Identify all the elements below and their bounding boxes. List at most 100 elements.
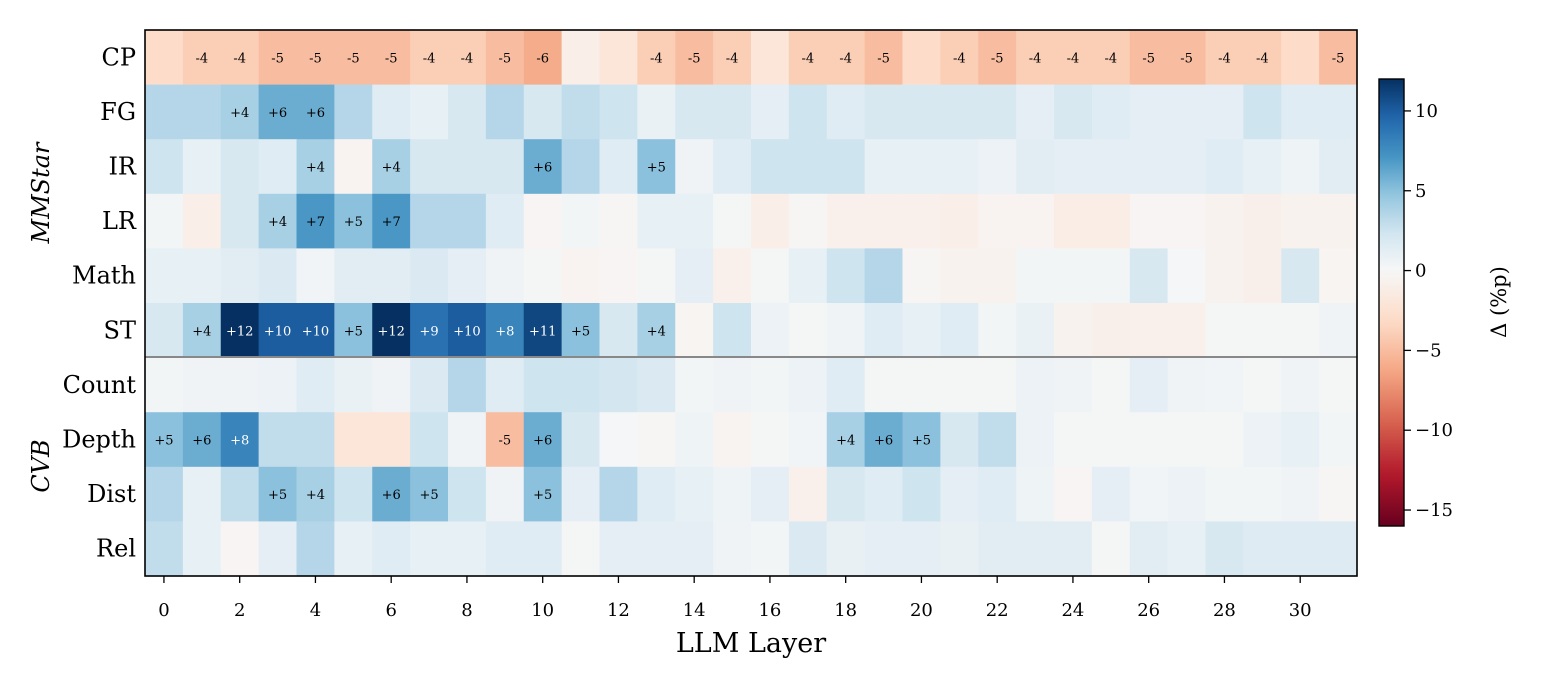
heatmap-cell <box>448 84 487 140</box>
heatmap-cell <box>1243 84 1282 140</box>
heatmap-cell <box>182 139 222 195</box>
heatmap-cell <box>1054 357 1093 413</box>
heatmap-cell <box>940 303 979 359</box>
heatmap-cell <box>523 30 563 86</box>
heatmap-cell <box>1091 357 1131 413</box>
heatmap-cell <box>637 412 676 468</box>
heatmap-cell <box>1205 84 1244 140</box>
heatmap-cell <box>637 193 676 249</box>
row-label: Math <box>72 262 136 290</box>
row-labels: CP FG IR LR Math ST Count Depth Dist Rel <box>62 43 137 562</box>
heatmap-cell <box>485 139 525 195</box>
heatmap-cell <box>1205 357 1244 413</box>
heatmap-cell <box>1054 84 1093 140</box>
heatmap-cell <box>902 193 941 249</box>
heatmap-cell <box>599 466 638 522</box>
heatmap-cell <box>258 84 298 140</box>
row-label: Count <box>63 371 137 399</box>
heatmap-cell-labels: -4 -4 -5 -5 -5 -5 -4 -4 -5 -6 -4 -5 -4 -4 -4 -5 -4 -5 -4 -4… <box>154 51 1344 503</box>
heatmap-cell <box>410 521 449 577</box>
heatmap-cell <box>410 303 449 359</box>
x-tick-label: 14 <box>683 600 706 621</box>
heatmap-cell <box>978 521 1017 577</box>
heatmap-cell <box>1319 248 1358 304</box>
heatmap-cell <box>561 248 601 304</box>
heatmap-cell <box>1091 521 1131 577</box>
heatmap-cell <box>410 30 449 86</box>
heatmap-cell <box>864 84 904 140</box>
heatmap-cell <box>637 466 676 522</box>
heatmap-cell <box>145 412 184 468</box>
heatmap-cell <box>1016 248 1055 304</box>
heatmap-cell-label: +11 <box>529 324 556 339</box>
heatmap-cells <box>145 30 1358 577</box>
heatmap-cell <box>523 466 563 522</box>
heatmap-cell-label: +5 <box>419 488 438 503</box>
heatmap-cell <box>713 248 752 304</box>
heatmap-cell <box>1016 412 1055 468</box>
heatmap-cell <box>561 357 601 413</box>
heatmap-cell <box>1016 84 1055 140</box>
heatmap-cell <box>1243 357 1282 413</box>
heatmap-cell <box>485 412 525 468</box>
heatmap-cell <box>751 412 790 468</box>
heatmap-cell <box>751 139 790 195</box>
heatmap-cell <box>182 193 222 249</box>
heatmap-cell-label: -4 <box>650 51 663 66</box>
heatmap-cell <box>826 303 866 359</box>
heatmap-cell <box>713 466 752 522</box>
heatmap-cell <box>1281 521 1320 577</box>
heatmap-cell <box>448 303 487 359</box>
x-tick-label: 16 <box>758 600 781 621</box>
heatmap-cell-label: +6 <box>533 434 552 449</box>
heatmap-cell <box>978 303 1017 359</box>
heatmap-cell <box>372 84 411 140</box>
heatmap-cell-label: -4 <box>1029 51 1042 66</box>
heatmap-cell <box>713 193 752 249</box>
heatmap-cell <box>1091 84 1131 140</box>
heatmap-cell <box>1091 412 1131 468</box>
heatmap-cell <box>1243 466 1282 522</box>
heatmap-cell <box>296 303 335 359</box>
heatmap-cell <box>1091 303 1131 359</box>
heatmap-cell <box>296 521 335 577</box>
heatmap-cell <box>485 303 525 359</box>
heatmap-cell <box>448 139 487 195</box>
heatmap-cell <box>1091 248 1131 304</box>
heatmap-cell <box>713 84 752 140</box>
heatmap-cell <box>978 248 1017 304</box>
heatmap-cell <box>1243 193 1282 249</box>
heatmap-cell <box>1243 303 1282 359</box>
heatmap-cell <box>220 248 260 304</box>
heatmap-cell <box>751 357 790 413</box>
heatmap-cell <box>296 357 335 413</box>
heatmap-cell <box>637 84 676 140</box>
heatmap-cell <box>258 303 298 359</box>
heatmap-cell-label: +4 <box>382 161 401 176</box>
heatmap-cell <box>1129 521 1169 577</box>
heatmap-cell <box>1129 412 1169 468</box>
heatmap-cell <box>675 412 714 468</box>
heatmap-cell <box>902 303 941 359</box>
heatmap-cell <box>220 412 260 468</box>
heatmap-cell-label: +5 <box>647 161 666 176</box>
heatmap-cell <box>561 303 601 359</box>
heatmap-cell <box>751 521 790 577</box>
heatmap-cell <box>788 412 828 468</box>
x-tick-label: 4 <box>310 600 321 621</box>
heatmap-cell <box>523 139 563 195</box>
heatmap-cell <box>902 139 941 195</box>
heatmap-cell <box>1091 30 1131 86</box>
heatmap-cell <box>448 30 487 86</box>
heatmap-cell <box>410 357 449 413</box>
heatmap-cell <box>448 357 487 413</box>
heatmap-cell-label: -5 <box>347 51 360 66</box>
heatmap-cell <box>1054 30 1093 86</box>
heatmap-cell <box>675 303 714 359</box>
colorbar-ticks: 10 5 0 −5 −10 −15 <box>1404 101 1453 521</box>
heatmap-cell <box>220 139 260 195</box>
heatmap-cell <box>1167 84 1207 140</box>
heatmap-cell <box>637 303 676 359</box>
heatmap-cell <box>1205 412 1244 468</box>
heatmap-cell <box>940 412 979 468</box>
